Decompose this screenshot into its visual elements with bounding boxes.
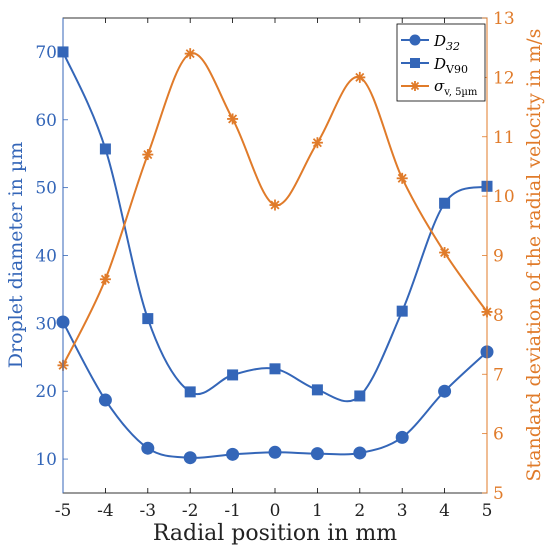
data-point-d32 [141, 441, 155, 455]
legend-asterisk [410, 81, 420, 91]
legend-entry-dv90: DV90 [401, 55, 468, 76]
data-point-sigma [354, 71, 366, 83]
data-point-sigma-stroke [270, 200, 280, 210]
data-point-d32 [183, 451, 197, 465]
data-point-dv90 [396, 305, 408, 317]
x-axis-label: Radial position in mm [153, 521, 397, 546]
series-line-dv90 [62, 51, 488, 403]
data-point-sigma-stroke [355, 72, 365, 82]
legend-label-d32-sub: 32 [446, 40, 460, 53]
data-point-sigma-stroke [100, 274, 110, 284]
legend: D32 DV90 σv, 5µm [396, 23, 486, 102]
y-axis-left-label: Droplet diameter in µm [5, 142, 27, 368]
data-point-dv90 [354, 390, 366, 402]
x-tick-label: 1 [312, 501, 323, 521]
data-point-sigma-stroke [228, 114, 238, 124]
data-point-d32 [268, 445, 282, 459]
data-point-d32 [98, 393, 112, 407]
y-right-tick-label: 8 [493, 306, 504, 326]
data-point-dv90 [439, 197, 451, 209]
data-point-dv90 [142, 313, 154, 325]
y-left-tick-label: 40 [35, 247, 57, 267]
data-point-sigma-stroke [440, 248, 450, 258]
data-point-sigma-stroke [185, 49, 195, 59]
legend-asterisk-stroke [410, 81, 420, 91]
y-right-tick-label: 5 [493, 484, 504, 504]
data-point-d32 [438, 384, 452, 398]
y-axis-left: 10 20 30 40 50 60 70 [35, 18, 68, 493]
series-line-sigma [62, 52, 488, 366]
legend-label-d32: D32 [433, 32, 460, 53]
y-right-tick-label: 10 [493, 187, 515, 207]
legend-label-dv90: DV90 [433, 55, 468, 76]
legend-marker-d32 [409, 34, 421, 46]
x-tick-label: -5 [55, 501, 72, 521]
data-point-sigma-stroke [312, 138, 322, 148]
data-point-d32 [395, 430, 409, 444]
y-right-tick-label: 9 [493, 247, 504, 267]
x-tick-label: -4 [97, 501, 114, 521]
y-left-tick-label: 30 [35, 314, 57, 334]
data-point-d32 [353, 446, 367, 460]
legend-entry-sigma: σv, 5µm [401, 77, 478, 98]
y-right-tick-label: 7 [493, 365, 504, 385]
data-point-sigma [396, 172, 408, 184]
legend-label-dv90-main: D [433, 55, 446, 73]
data-point-sigma-stroke [397, 173, 407, 183]
series-markers [56, 46, 494, 465]
legend-label-dv90-sub: V90 [445, 63, 468, 76]
y-left-tick-label: 10 [35, 450, 57, 470]
data-point-sigma [142, 149, 154, 161]
x-tick-label: -3 [140, 501, 157, 521]
y-right-tick-label: 11 [493, 128, 515, 148]
y-left-tick-label: 20 [35, 382, 57, 402]
legend-label-sigma-sub: v, 5µm [443, 87, 478, 98]
data-point-sigma [99, 273, 111, 285]
data-point-dv90 [269, 363, 281, 375]
data-point-sigma [311, 137, 323, 149]
x-axis: -5 -4 -3 -2 -1 0 1 2 3 4 5 [55, 18, 493, 521]
data-point-sigma [184, 48, 196, 60]
legend-marker-sigma [410, 81, 420, 91]
legend-label-d32-main: D [433, 32, 446, 50]
legend-marker-dv90 [410, 58, 420, 68]
x-tick-label: 2 [354, 501, 365, 521]
legend-label-sigma-main: σ [434, 77, 445, 95]
x-tick-label: 3 [397, 501, 408, 521]
y-axis-right-label: Standard deviation of the radial velocit… [523, 29, 545, 482]
data-point-dv90 [311, 384, 323, 396]
y-left-tick-label: 70 [35, 43, 57, 63]
y-axis-right: 5 6 7 8 9 10 11 12 13 [482, 9, 515, 504]
data-point-sigma [439, 247, 451, 259]
data-point-dv90 [99, 143, 111, 155]
data-point-sigma-stroke [143, 150, 153, 160]
y-left-tick-label: 50 [35, 179, 57, 199]
x-tick-label: -1 [224, 501, 241, 521]
x-tick-label: 4 [439, 501, 450, 521]
x-tick-label: 5 [482, 501, 493, 521]
data-point-dv90 [227, 369, 239, 381]
data-point-dv90 [184, 386, 196, 398]
y-left-tick-label: 60 [35, 111, 57, 131]
data-point-d32 [226, 447, 240, 461]
data-point-d32 [310, 447, 324, 461]
y-right-tick-label: 6 [493, 425, 504, 445]
x-tick-label: -2 [182, 501, 199, 521]
y-right-tick-label: 13 [493, 9, 515, 29]
data-point-sigma [269, 199, 281, 211]
y-right-tick-label: 12 [493, 68, 515, 88]
data-point-sigma [227, 113, 239, 125]
legend-entry-d32: D32 [401, 32, 460, 53]
x-tick-label: 0 [270, 501, 281, 521]
legend-label-sigma: σv, 5µm [434, 77, 478, 98]
